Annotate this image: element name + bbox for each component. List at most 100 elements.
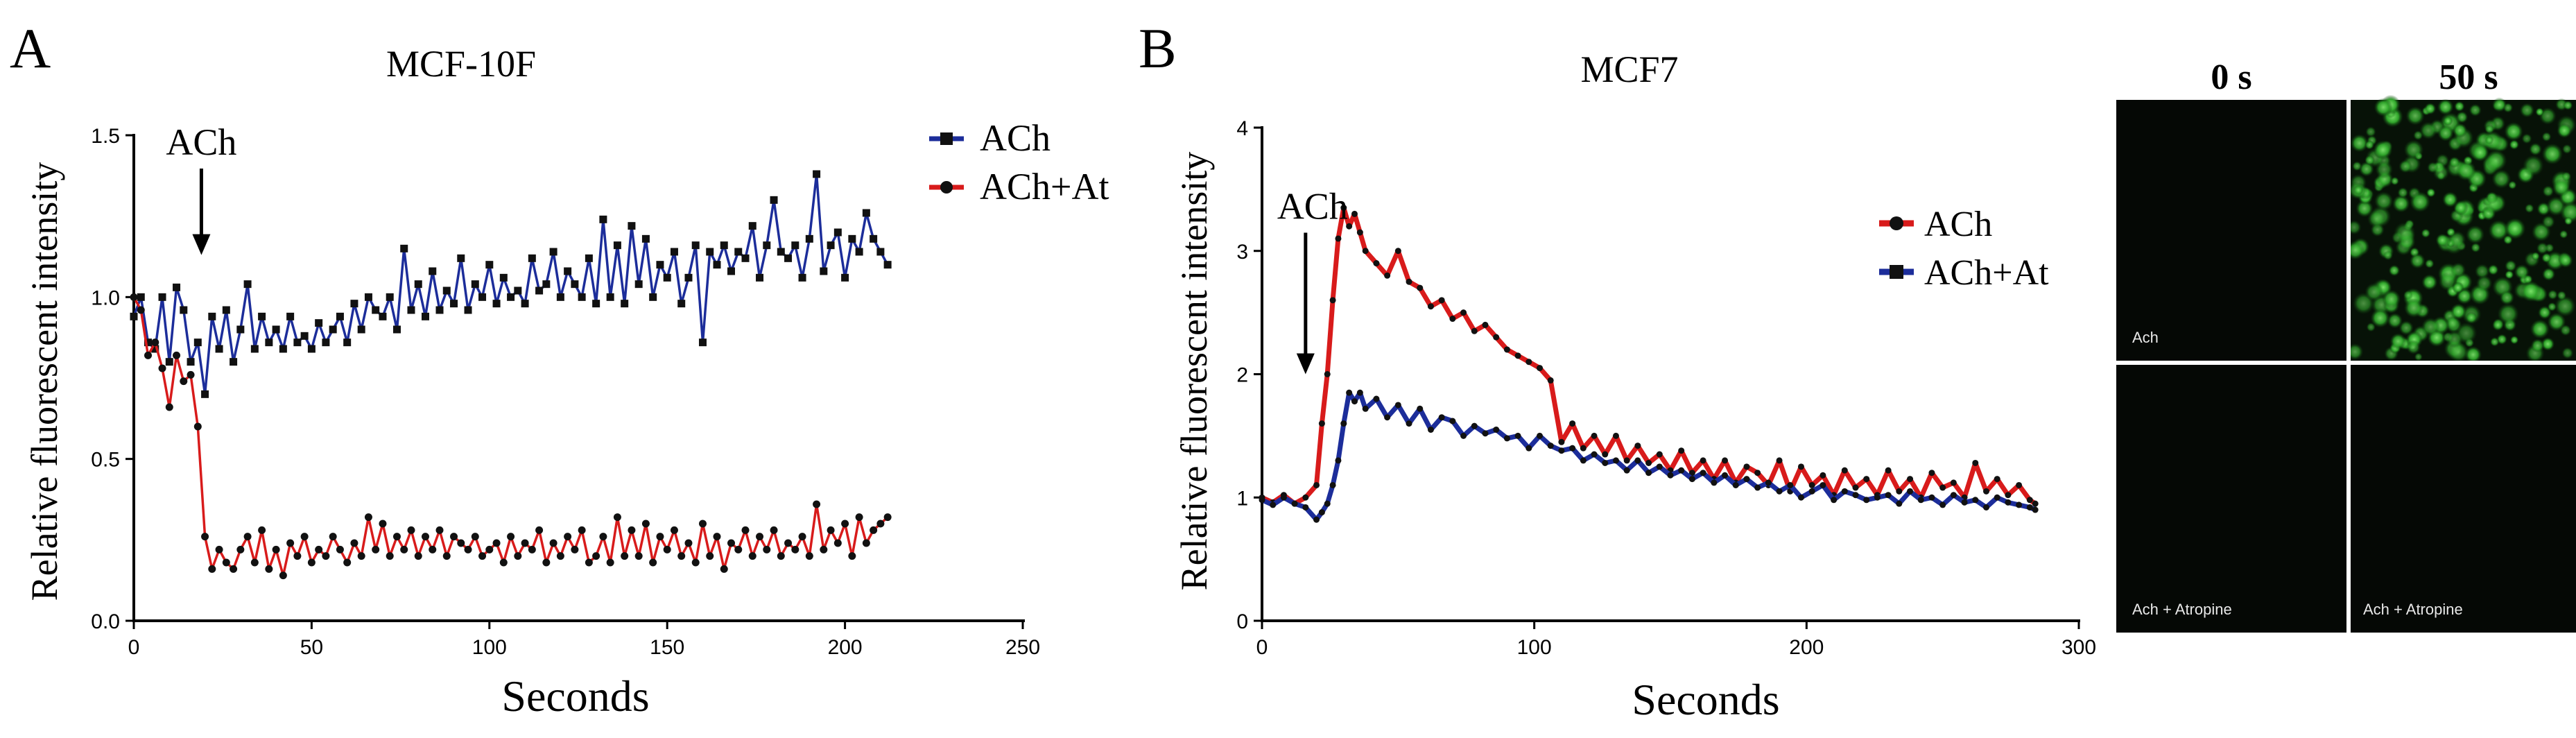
fluorescent-cell [2446, 330, 2464, 348]
chart-b-series-ach-point [1852, 484, 1859, 491]
chart-b-series-ach-at-point [1329, 481, 1336, 488]
chart-a-series-ach-point [407, 306, 415, 314]
chart-a-legend-entry-ach: ACh [929, 117, 1051, 159]
chart-a-series-ach-point [457, 254, 465, 262]
chart-b-series-ach-at-point [1732, 481, 1739, 488]
chart-a-series-ach-point [556, 293, 564, 301]
chart-a-series-ach-at-point [329, 533, 337, 541]
chart-a-series-ach-point [392, 325, 401, 334]
chart-b-series-ach-point [1460, 309, 1467, 316]
fluorescent-cell [2524, 203, 2534, 214]
chart-b-series-ach-point [1417, 284, 1424, 291]
fluorescent-cell [2452, 123, 2468, 138]
chart-a-series-ach-point [230, 358, 238, 366]
chart-a-series-ach-point [621, 300, 629, 308]
chart-a-series-ach-at-point [621, 552, 629, 560]
chart-a-series-ach-at-point [628, 526, 636, 534]
fluorescent-cell [2508, 180, 2517, 190]
fluorescent-cell [2547, 302, 2557, 311]
chart-a-series-ach-point [379, 312, 387, 320]
chart-a-series-ach-point [549, 248, 557, 256]
chart-a-series-ach-point [429, 267, 437, 275]
chart-a-series-ach-at-point [300, 533, 309, 541]
chart-a-series-ach-point [215, 345, 223, 353]
fluorescent-cell [2530, 319, 2550, 339]
chart-a-series-ach-at-point [684, 539, 693, 547]
fluorescent-cell [2403, 298, 2424, 318]
fluorescent-cell [2350, 134, 2369, 153]
chart-b-legend-entry-ach: ACh [1879, 205, 1992, 244]
chart-b-series-ach-point [1863, 476, 1870, 483]
micro-label-ach-atropine-0s: Ach + Atropine [2132, 601, 2232, 618]
chart-a-arrow-head-icon [192, 234, 211, 255]
chart-a-series-ach-at-point [564, 533, 572, 541]
chart-b-series-ach-point [1493, 334, 1500, 341]
fluorescent-cell [2373, 140, 2393, 160]
chart-b-series-ach-at-point [1678, 467, 1685, 474]
fluorescent-cell [2403, 139, 2424, 160]
chart-b-series-ach-at-point [1406, 420, 1412, 427]
fluorescent-cell [2450, 262, 2466, 278]
chart-b-series-ach-point [1394, 248, 1401, 255]
chart-b-series-ach-point [1384, 272, 1391, 279]
chart-a-series-ach-point [322, 338, 330, 347]
chart-b-series-ach-point [1982, 488, 1989, 495]
chart-b-series-ach-at-point [2032, 506, 2039, 513]
chart-a-series-ach-at-point [677, 552, 686, 560]
chart-b-series-ach-at-point [1335, 457, 1342, 464]
chart-b-series-ach-point [1313, 481, 1320, 488]
chart-a-series-ach-point [585, 254, 593, 262]
fluorescent-cell [2538, 305, 2552, 320]
fluorescent-cell [2531, 252, 2540, 261]
fluorescent-cell [2536, 242, 2549, 255]
chart-a-series-ach-at-point [606, 558, 614, 567]
chart-a-series-ach-point [883, 261, 892, 269]
chart-a-series-ach-at-point [435, 526, 444, 534]
chart-a-series-ach-at-point [158, 364, 166, 372]
fluorescent-cell [2542, 267, 2556, 281]
chart-a-series-ach-at-point [756, 533, 764, 541]
chart-a-legend-marker-ach [940, 132, 953, 145]
chart-b-series-ach-at-point [1667, 472, 1674, 479]
fluorescent-cell [2469, 103, 2482, 117]
chart-a-series-ach-at-point [634, 552, 643, 560]
chart-b-series-ach-at-point [1656, 463, 1663, 470]
fluorescent-cell [2488, 220, 2509, 241]
chart-a-series-ach-at-point [876, 520, 885, 528]
chart-a-series-ach-point [137, 293, 145, 301]
chart-b-series-ach-point [1722, 457, 1729, 464]
fluorescent-cell [2561, 144, 2573, 155]
chart-b-series-ach-point [1525, 359, 1532, 366]
chart-a-series-ach-at-point [372, 545, 380, 554]
chart-a-series-ach-point [286, 312, 295, 320]
chart-a-ylabel: Relative fluorescent intensity [24, 162, 65, 601]
chart-a-series-ach-point [770, 196, 778, 204]
chart-a-series-ach-point [827, 241, 835, 250]
chart-a-xtick-label: 150 [650, 636, 684, 659]
chart-b-series-ach-at-point [1874, 494, 1881, 501]
chart-a-series-ach-point [165, 358, 173, 366]
chart-a-series-ach-at-point [407, 526, 415, 534]
chart-a-series-ach-point [535, 286, 544, 295]
chart-a-series-ach-point [386, 293, 394, 301]
chart-a-series-ach-point [336, 312, 344, 320]
fluorescent-cell [2474, 264, 2490, 280]
chart-b-series-ach-at-point [1302, 504, 1309, 510]
chart-b-series-ach-at-point [1950, 492, 1957, 499]
chart-b-series-ach-point [1373, 260, 1380, 267]
panel-letter-a: A [10, 17, 51, 80]
chart-a-series-ach-at-point [748, 552, 757, 560]
chart-a-series-ach-at-point [848, 552, 856, 560]
chart-b-series-ach-point [1634, 443, 1641, 449]
chart-b-legend-label-ach: ACh [1924, 205, 1992, 244]
chart-a-series-ach-at-point [392, 533, 401, 541]
chart-b-series-ach-at-point [1852, 492, 1859, 499]
chart-a: MCF-10F Relative fluorescent intensity S… [24, 43, 1109, 721]
fluorescent-cell [2491, 97, 2507, 112]
chart-a-series-ach-at-point [343, 558, 352, 567]
fluorescent-cell [2505, 259, 2517, 272]
chart-b-series-ach-point [1537, 365, 1544, 372]
fluorescent-cell [2519, 103, 2535, 118]
chart-a-series-ach-at-point [471, 533, 479, 541]
fluorescent-cell [2482, 194, 2503, 215]
